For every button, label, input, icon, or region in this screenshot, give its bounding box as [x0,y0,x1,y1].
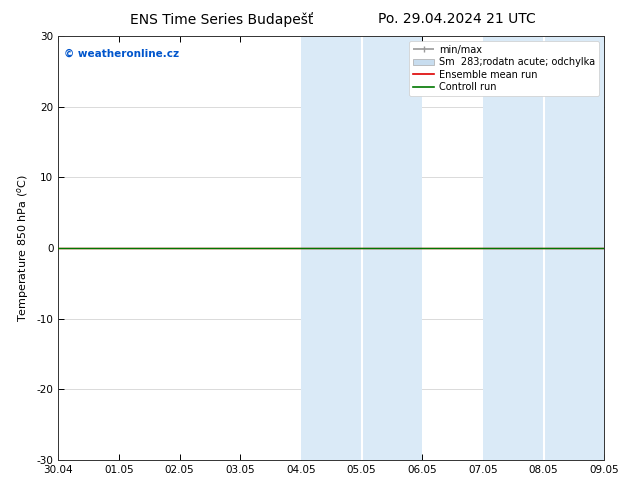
Bar [483,36,543,460]
Bar [301,36,361,460]
Legend: min/max, Sm  283;rodatn acute; odchylka, Ensemble mean run, Controll run: min/max, Sm 283;rodatn acute; odchylka, … [409,41,599,96]
Text: Po. 29.04.2024 21 UTC: Po. 29.04.2024 21 UTC [378,12,535,26]
Text: © weatheronline.cz: © weatheronline.cz [64,49,179,59]
Bar [361,36,422,460]
Y-axis label: Temperature 850 hPa ($^{o}$C): Temperature 850 hPa ($^{o}$C) [15,174,31,322]
Bar [543,36,604,460]
Text: ENS Time Series Budapešť: ENS Time Series Budapešť [130,12,314,27]
